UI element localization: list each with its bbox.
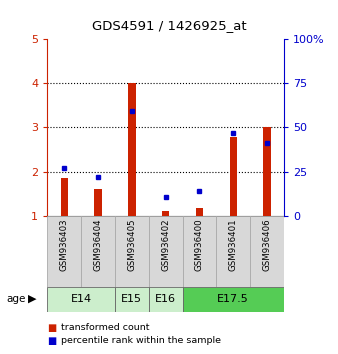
Bar xyxy=(263,127,271,216)
Text: GDS4591 / 1426925_at: GDS4591 / 1426925_at xyxy=(92,19,246,33)
Bar xyxy=(47,216,81,287)
Bar xyxy=(183,216,216,287)
Text: ▶: ▶ xyxy=(28,294,37,304)
Bar xyxy=(196,208,203,216)
Bar xyxy=(115,216,149,287)
Bar xyxy=(61,178,68,216)
Bar xyxy=(94,189,102,216)
Bar xyxy=(183,287,284,312)
Bar xyxy=(216,216,250,287)
Text: E15: E15 xyxy=(121,294,142,304)
Text: transformed count: transformed count xyxy=(61,323,149,332)
Text: GSM936400: GSM936400 xyxy=(195,218,204,271)
Bar xyxy=(128,83,136,216)
Text: E17.5: E17.5 xyxy=(217,294,249,304)
Bar xyxy=(250,216,284,287)
Text: E16: E16 xyxy=(155,294,176,304)
Text: GSM936406: GSM936406 xyxy=(263,218,271,271)
Bar xyxy=(149,287,183,312)
Text: ■: ■ xyxy=(47,336,56,346)
Bar xyxy=(81,216,115,287)
Text: ■: ■ xyxy=(47,323,56,333)
Text: GSM936404: GSM936404 xyxy=(94,218,102,271)
Bar xyxy=(162,211,169,216)
Text: E14: E14 xyxy=(71,294,92,304)
Text: GSM936402: GSM936402 xyxy=(161,218,170,271)
Text: age: age xyxy=(7,294,26,304)
Text: percentile rank within the sample: percentile rank within the sample xyxy=(61,336,221,345)
Bar xyxy=(115,287,149,312)
Bar xyxy=(149,216,183,287)
Text: GSM936403: GSM936403 xyxy=(60,218,69,271)
Text: GSM936405: GSM936405 xyxy=(127,218,136,271)
Bar xyxy=(47,287,115,312)
Bar xyxy=(230,137,237,216)
Text: GSM936401: GSM936401 xyxy=(229,218,238,271)
